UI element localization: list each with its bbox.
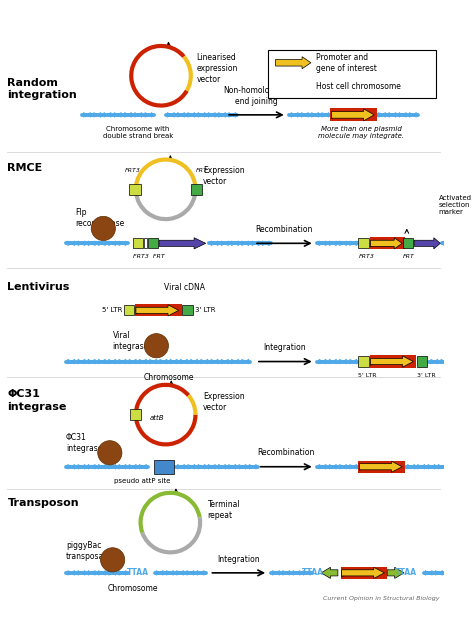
Text: Transposon: Transposon [8,498,79,508]
Text: Expression
vector: Expression vector [203,391,245,411]
Text: FRT: FRT [195,168,207,173]
Bar [330,108,377,122]
Bar [358,238,369,248]
FancyArrow shape [371,356,413,367]
FancyArrow shape [387,567,404,578]
Bar [358,357,369,367]
Text: TTAA: TTAA [302,568,324,577]
Text: Activated
selection
marker: Activated selection marker [438,195,472,215]
FancyArrow shape [331,109,374,121]
Text: Recombination: Recombination [257,449,314,457]
Text: Flp
recombinase: Flp recombinase [75,208,125,228]
Text: Viral cDNA: Viral cDNA [164,283,205,292]
Bar [130,410,141,420]
Bar [148,238,158,248]
Text: Random
integration: Random integration [8,77,77,100]
Circle shape [98,440,122,465]
FancyArrow shape [321,567,338,578]
Text: Chromosome: Chromosome [143,373,194,382]
Bar [129,184,141,195]
Text: FRT3: FRT3 [359,255,375,260]
Circle shape [144,334,168,358]
Text: Integration: Integration [217,554,260,564]
Text: FRT3: FRT3 [125,168,141,173]
Text: Linearised
expression
vector: Linearised expression vector [196,53,238,84]
Text: Lentivirus: Lentivirus [8,282,70,292]
Text: ΦC31
integrase: ΦC31 integrase [66,433,102,454]
Text: Expression
vector: Expression vector [203,166,245,186]
Text: FRT3  FRT: FRT3 FRT [133,255,165,260]
Bar [182,305,193,316]
Bar [403,238,413,248]
Text: 5' LTR: 5' LTR [358,373,377,378]
Circle shape [100,547,125,572]
Bar [144,238,147,248]
Text: 5' LTR: 5' LTR [101,307,122,313]
Text: TTAA: TTAA [127,568,149,577]
Text: Host cell chromosome: Host cell chromosome [317,83,401,91]
FancyArrow shape [414,238,440,249]
FancyArrow shape [159,238,206,249]
Text: pseudo attP site: pseudo attP site [114,478,171,484]
Bar [124,305,134,316]
FancyArrow shape [342,567,384,578]
FancyArrow shape [136,305,179,316]
FancyArrow shape [359,461,402,472]
Circle shape [91,216,115,241]
Bar [417,357,427,367]
Text: 3' LTR: 3' LTR [195,307,216,313]
Text: piggyBac
transposase: piggyBac transposase [66,541,113,561]
Text: Recombination: Recombination [255,225,312,234]
Bar [370,238,405,249]
Text: Integration: Integration [264,343,306,352]
Bar [133,238,143,248]
Text: ΦC31
integrase: ΦC31 integrase [8,389,67,412]
Bar [370,355,416,367]
Text: TTAA: TTAA [395,568,417,577]
Bar [341,567,387,579]
Bar [358,461,405,472]
Text: Chromosome: Chromosome [108,584,158,593]
FancyArrow shape [275,57,311,69]
FancyArrow shape [371,238,402,249]
Text: 3' LTR: 3' LTR [417,373,436,378]
Bar [135,304,182,316]
Text: Terminal
repeat: Terminal repeat [208,500,240,520]
Text: Non-homologous
end joining: Non-homologous end joining [224,86,288,106]
Text: Promoter and
gene of interest: Promoter and gene of interest [317,53,377,73]
Text: Current Opinion in Structural Biology: Current Opinion in Structural Biology [323,596,439,601]
Text: FRT: FRT [403,255,415,260]
Bar [268,50,436,98]
Text: Chromosome with
double strand break: Chromosome with double strand break [102,126,173,139]
Text: More than one plasmid
molecule may integrate.: More than one plasmid molecule may integ… [318,126,404,139]
Text: Viral
integrase: Viral integrase [113,331,149,351]
Bar [191,184,202,195]
Text: RMCE: RMCE [8,163,43,173]
Text: attB: attB [150,415,164,421]
Bar [154,460,174,474]
